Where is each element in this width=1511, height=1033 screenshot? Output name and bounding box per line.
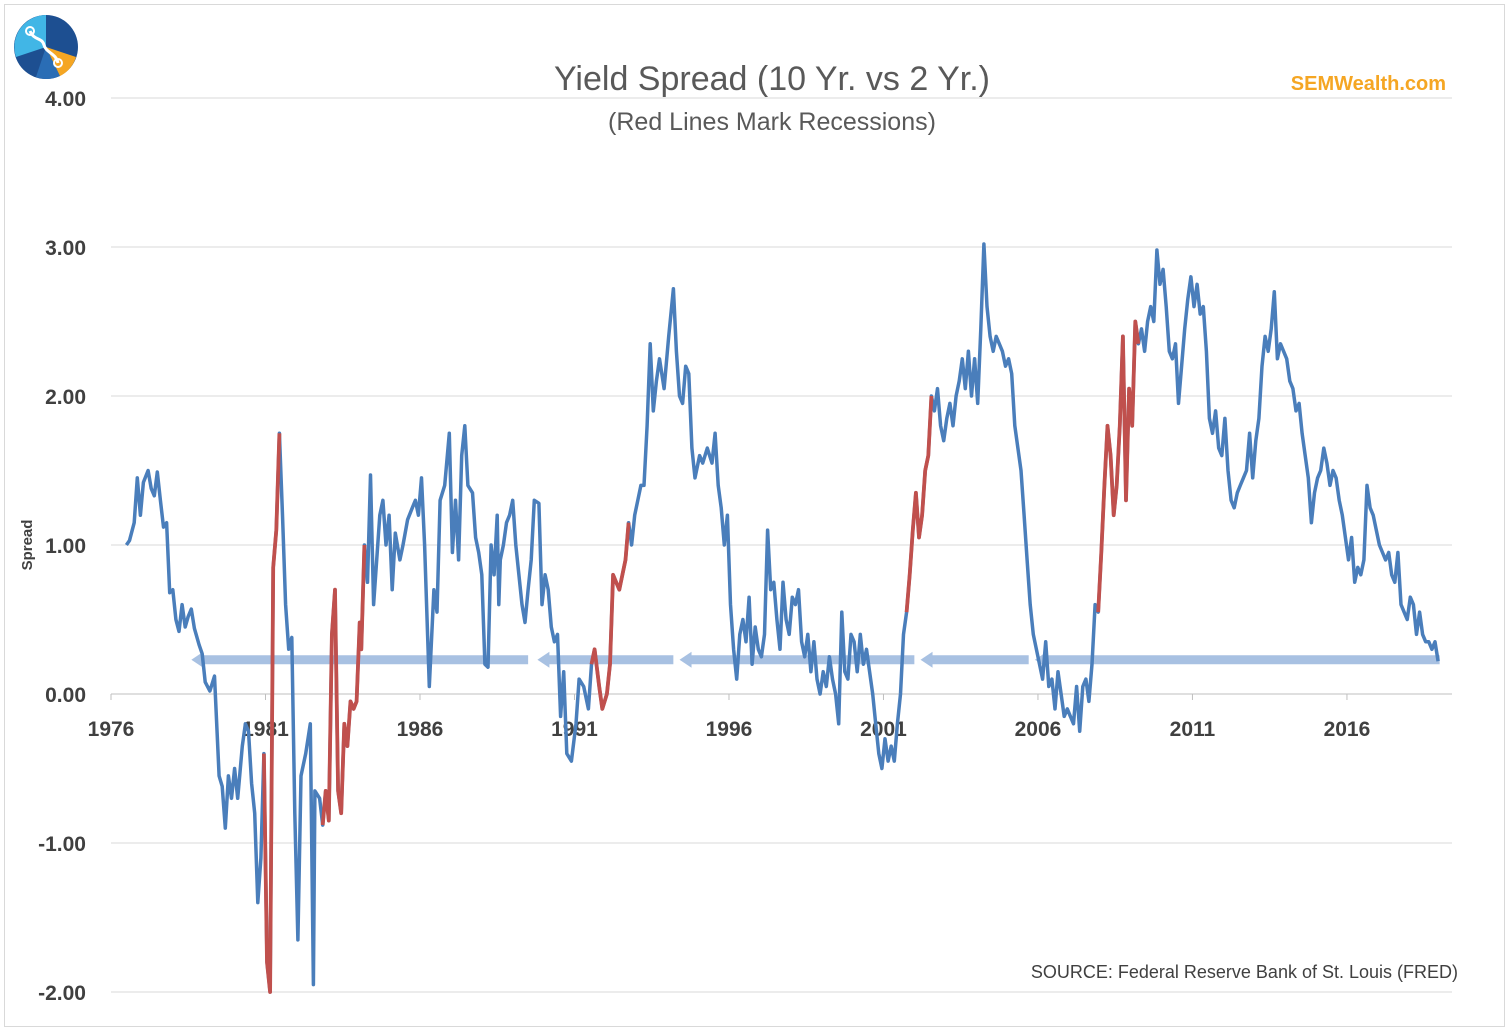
brand-label: SEMWealth.com: [1291, 73, 1446, 95]
logo-icon: [14, 15, 78, 79]
x-tick-label: 2006: [1015, 718, 1062, 741]
y-tick-label: 2.00: [45, 386, 86, 409]
x-axis-ticks: 1976 1981 1986 1991 1996 2001 2006 2011 2016: [88, 694, 1371, 741]
y-tick-label: 4.00: [45, 88, 86, 111]
chart-title: Yield Spread (10 Yr. vs 2 Yr.): [554, 60, 990, 98]
recession-line: [589, 522, 631, 711]
chart-frame: [4, 4, 1505, 1027]
arrow-head: [679, 651, 692, 668]
recession-line: [320, 544, 367, 826]
chart-subtitle: (Red Lines Mark Recessions): [608, 108, 936, 136]
arrow-head: [537, 651, 550, 668]
spread-series: [124, 242, 1440, 994]
x-tick-label: 1996: [706, 718, 753, 741]
y-tick-label: 3.00: [45, 237, 86, 260]
x-tick-label: 1981: [242, 718, 289, 741]
y-tick-label: -2.00: [38, 982, 86, 1005]
spread-line: [124, 242, 1440, 994]
x-tick-label: 2001: [860, 718, 907, 741]
y-axis-label: Spread: [19, 520, 36, 571]
x-tick-label: 2011: [1170, 718, 1216, 741]
x-tick-label: 1976: [88, 718, 135, 741]
x-tick-label: 2016: [1324, 718, 1371, 741]
gridlines: [111, 97, 1452, 993]
recession-segments: [262, 319, 1141, 994]
y-tick-label: 1.00: [45, 535, 86, 558]
arrow-head: [920, 651, 933, 668]
y-tick-label: -1.00: [38, 833, 86, 856]
arrow-head: [191, 651, 204, 668]
recession-line: [262, 433, 282, 994]
y-axis-ticks: 4.00 3.00 2.00 1.00 0.00 -1.00 -2.00: [38, 88, 86, 1005]
recession-line: [1096, 319, 1141, 613]
recession-line: [904, 395, 934, 613]
source-note: SOURCE: Federal Reserve Bank of St. Loui…: [1031, 962, 1458, 982]
x-tick-label: 1986: [397, 718, 444, 741]
y-tick-label: 0.00: [45, 684, 86, 707]
